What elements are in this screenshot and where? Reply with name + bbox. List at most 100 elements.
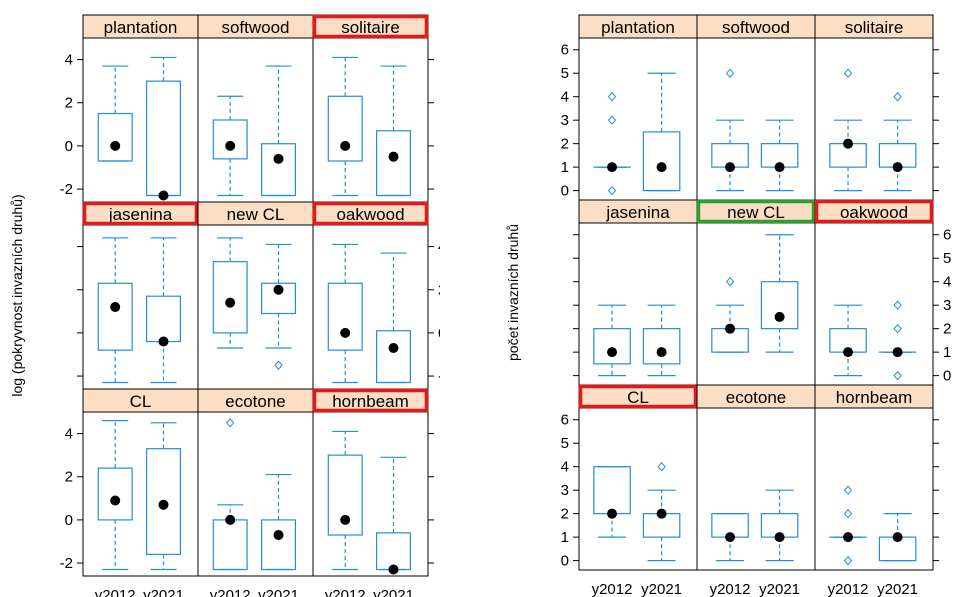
median-dot	[388, 564, 399, 575]
outlier-point	[893, 300, 902, 310]
box-iqr	[212, 119, 248, 160]
y-axis-label: počet invazních druhů	[505, 224, 521, 361]
median-dot	[774, 532, 785, 543]
box-iqr	[760, 281, 799, 330]
panel-oakwood: oakwood -2 0 2 4	[312, 201, 440, 390]
box-iqr	[593, 466, 631, 515]
strip-label: plantation	[104, 18, 178, 37]
y-tick-label: 2	[65, 469, 73, 486]
median-dot	[656, 508, 667, 519]
box-y2012	[327, 243, 363, 384]
outlier-point	[893, 323, 902, 334]
panel-ecotone: ecotone y2012 y2021	[197, 388, 314, 597]
x-tick-label: y2021	[143, 587, 184, 597]
box-y2021	[878, 300, 917, 381]
median-dot	[843, 347, 854, 358]
box-y2012	[829, 304, 867, 377]
median-dot	[774, 311, 785, 322]
outlier-point	[725, 68, 735, 78]
outlier-point	[607, 91, 617, 102]
strip-label: ecotone	[726, 388, 787, 407]
box-y2012	[829, 68, 867, 192]
box-y2021	[878, 91, 917, 192]
outlier-point	[607, 115, 617, 125]
box-iqr	[97, 282, 133, 351]
highlight-frame	[312, 388, 429, 413]
strip-label: new CL	[727, 203, 785, 222]
y-tick-label: 0	[65, 512, 73, 529]
outlier-point	[607, 185, 617, 196]
y-tick-label: 0	[65, 138, 73, 155]
median-dot	[273, 284, 284, 295]
y-tick-label: 6	[561, 42, 569, 59]
median-dot	[340, 514, 351, 525]
box-iqr	[376, 532, 412, 571]
panel-oakwood: oakwood 0 1 2 3 4 5 6	[814, 199, 951, 386]
box-y2021	[642, 304, 681, 377]
y-tick-label: -2	[60, 181, 73, 198]
x-tick-label: y2021	[373, 587, 414, 597]
highlight-frame	[696, 199, 816, 224]
strip-label: hornbeam	[332, 392, 409, 411]
y-tick-label: 5	[943, 250, 951, 267]
strip-label: oakwood	[336, 205, 404, 224]
median-dot	[607, 508, 618, 519]
median-dot	[725, 323, 736, 334]
median-dot	[774, 162, 785, 173]
y-tick-label: 3	[943, 297, 951, 314]
panel-ecotone: ecotone y2012 y2021	[696, 384, 816, 597]
y-tick-label: 2	[438, 282, 440, 299]
box-iqr	[212, 519, 248, 571]
y-tick-label: -2	[60, 555, 73, 572]
box-iqr	[261, 282, 297, 315]
panel-new-cl: new CL	[197, 201, 314, 390]
y-tick-label: 6	[561, 412, 569, 429]
x-tick-label: y2012	[592, 581, 633, 597]
median-dot	[725, 162, 736, 173]
highlight-frame	[82, 201, 199, 226]
box-y2021	[146, 56, 182, 201]
panel-plantation: plantation -2 0 2 4	[60, 14, 199, 203]
panel-frame	[696, 37, 816, 201]
strip-label: jasenina	[108, 205, 173, 224]
box-iqr	[97, 467, 133, 521]
strip-label: plantation	[601, 18, 675, 37]
x-tick-label: y2021	[641, 581, 682, 597]
median-dot	[607, 347, 618, 358]
median-dot	[225, 140, 236, 151]
box-y2012	[97, 420, 133, 571]
box-y2012	[212, 237, 248, 349]
outlier-point	[657, 461, 666, 472]
box-y2021	[760, 234, 799, 353]
box-y2021	[642, 461, 681, 562]
y-tick-label: 4	[561, 89, 569, 106]
box-y2012	[212, 418, 248, 571]
y-tick-label: 0	[943, 368, 951, 385]
box-y2021	[642, 72, 681, 192]
median-dot	[110, 302, 121, 312]
panel-frame	[578, 407, 698, 571]
box-iqr	[212, 261, 248, 334]
x-tick-label: y2012	[325, 587, 366, 597]
panel-jasenina: jasenina	[573, 199, 698, 386]
box-y2021	[760, 119, 799, 192]
strip-label: hornbeam	[836, 388, 913, 407]
panel-cl: CL 0 1 2 3 4 5 6 y2012 y2021	[561, 384, 698, 597]
strip-label: oakwood	[840, 203, 908, 222]
strip-label: solitaire	[845, 18, 904, 37]
box-y2021	[376, 65, 412, 197]
box-y2021	[146, 237, 182, 384]
panel-new-cl: new CL	[696, 199, 816, 386]
median-dot	[843, 138, 854, 149]
box-y2021	[760, 489, 799, 562]
box-y2012	[593, 304, 631, 377]
y-tick-label: 5	[561, 435, 569, 452]
y-tick-label: 2	[561, 506, 569, 523]
x-tick-label: y2021	[759, 581, 800, 597]
outlier-point	[893, 370, 902, 381]
box-y2021	[261, 65, 297, 197]
median-dot	[892, 532, 903, 543]
box-y2021	[376, 456, 412, 575]
box-y2012	[327, 56, 363, 197]
box-y2012	[711, 68, 749, 192]
